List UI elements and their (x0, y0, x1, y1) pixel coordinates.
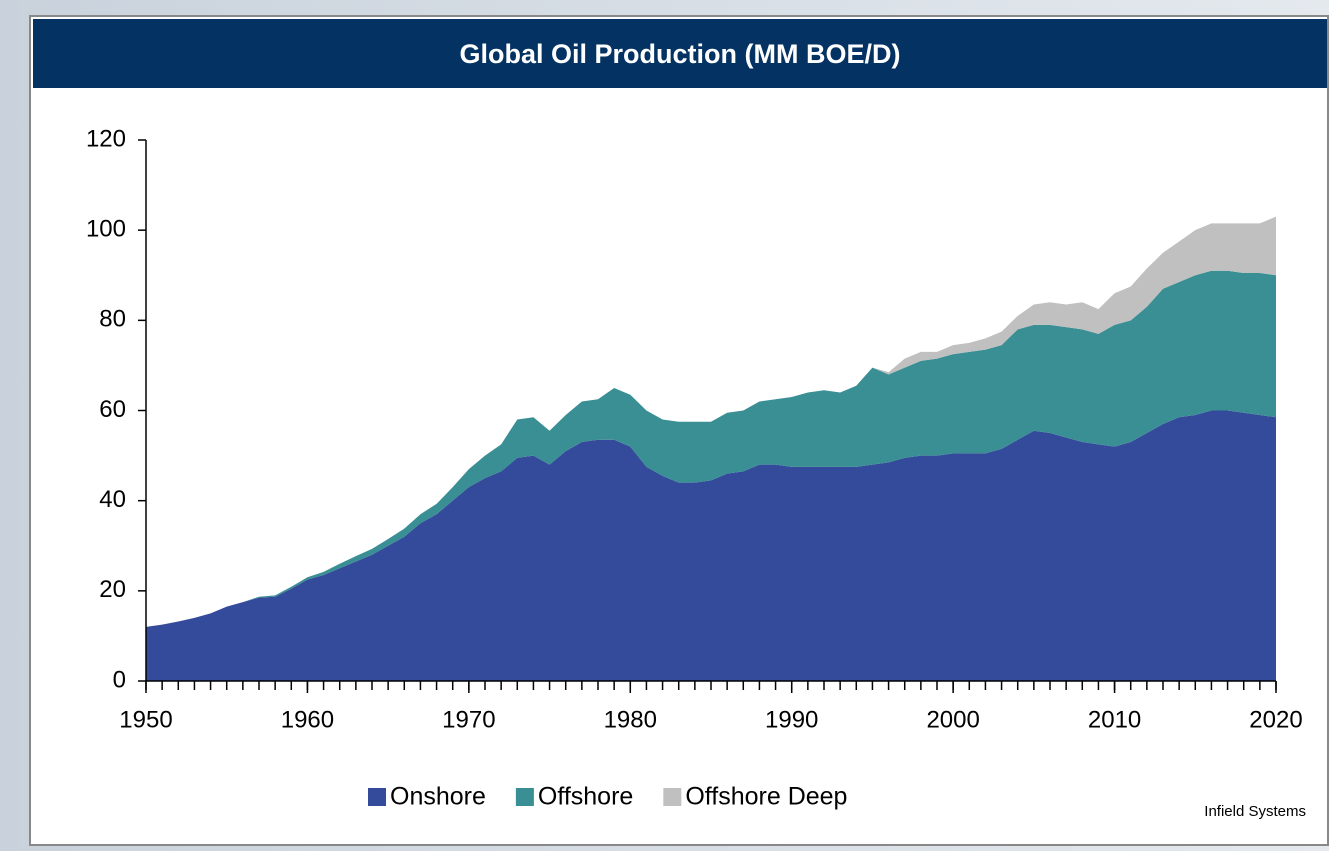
y-tick-label: 20 (99, 576, 126, 603)
x-tick-label: 2020 (1249, 706, 1302, 733)
legend-swatch (515, 788, 534, 806)
y-tick-label: 0 (113, 666, 126, 693)
x-tick-label: 2000 (926, 706, 979, 733)
x-tick-label: 1950 (119, 706, 172, 733)
legend-label: Offshore (538, 783, 633, 811)
y-tick-label: 100 (86, 216, 126, 243)
x-tick-label: 1960 (281, 706, 334, 733)
legend-label: Onshore (390, 783, 486, 811)
y-tick-label: 60 (99, 396, 126, 423)
x-tick-label: 2010 (1088, 706, 1141, 733)
legend-label: Offshore Deep (685, 783, 847, 811)
legend-swatch (368, 788, 386, 806)
legend-swatch (663, 788, 682, 806)
x-tick-label: 1990 (765, 706, 818, 733)
source: Infield Systems (1204, 803, 1306, 820)
area (146, 216, 1276, 627)
x-tick-label: 1980 (604, 706, 657, 733)
y-tick-label: 120 (86, 125, 126, 152)
y-tick-label: 40 (99, 486, 126, 513)
chart-title: Global Oil Production (MM BOE/D) (460, 39, 901, 69)
y-tick-label: 80 (99, 306, 126, 333)
area (146, 270, 1276, 627)
x-tick-label: 1970 (442, 706, 495, 733)
area (146, 410, 1276, 681)
title-bar (33, 19, 1327, 88)
